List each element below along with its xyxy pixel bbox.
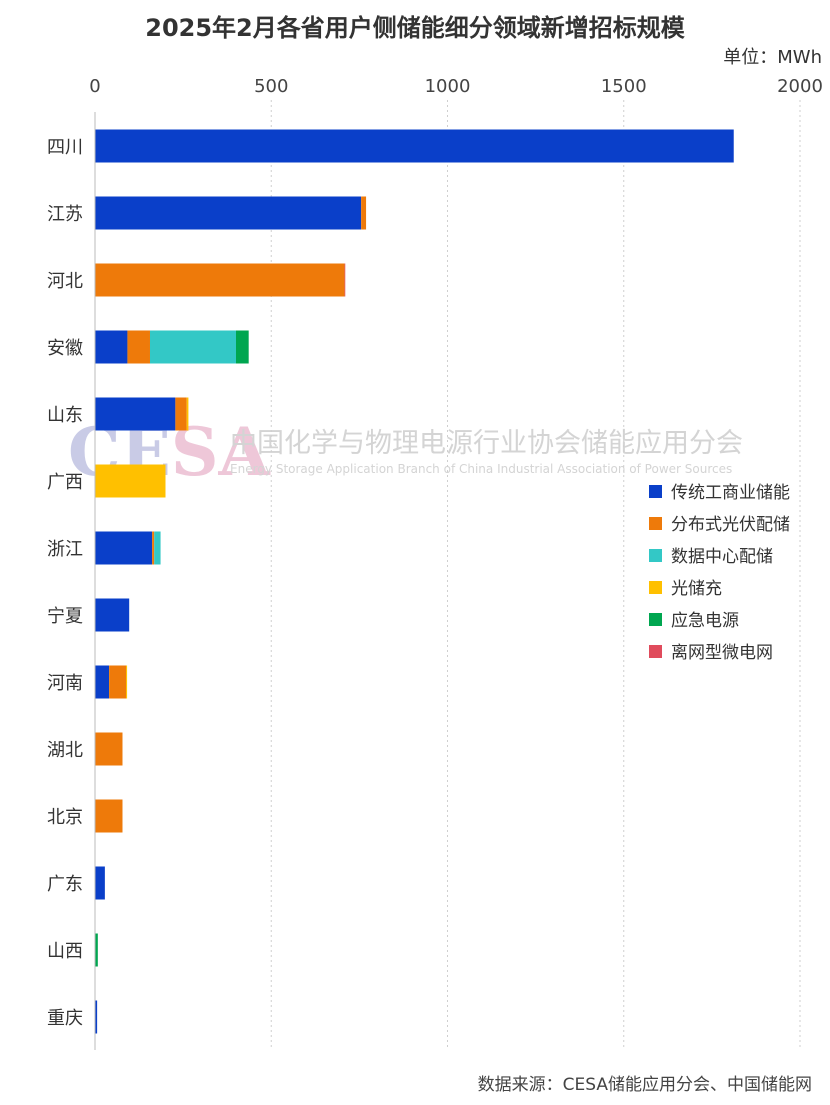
bar-segment — [126, 665, 128, 699]
bar-segment — [95, 799, 123, 833]
legend-swatch — [649, 485, 662, 498]
bar-segment — [175, 397, 187, 431]
legend-swatch — [649, 549, 662, 562]
x-tick-label: 1500 — [601, 76, 647, 97]
bar-segment — [186, 397, 189, 431]
bar-segment — [236, 330, 249, 364]
watermark-cn: 中国化学与物理电源行业协会储能应用分会 — [230, 428, 743, 459]
unit-label: 单位：MWh — [723, 47, 822, 68]
x-tick-label: 1000 — [425, 76, 471, 97]
bar-segment — [95, 866, 105, 900]
legend-label: 分布式光伏配储 — [671, 515, 790, 535]
category-label: 山西 — [47, 941, 83, 962]
bar-segment — [95, 397, 176, 431]
category-label: 江苏 — [47, 204, 83, 225]
legend-label: 数据中心配储 — [671, 547, 773, 567]
bar-segment — [95, 732, 123, 766]
bar-segment — [95, 464, 166, 498]
bar-segment — [109, 665, 127, 699]
legend-swatch — [649, 645, 662, 658]
bar-segment — [95, 933, 98, 967]
legend-label: 光储充 — [671, 579, 722, 599]
bar-segment — [95, 129, 734, 163]
x-tick-label: 500 — [254, 76, 288, 97]
bar-segment — [361, 196, 367, 230]
source-note: 数据来源：CESA储能应用分会、中国储能网 — [478, 1075, 812, 1095]
legend-swatch — [649, 613, 662, 626]
bar-segment — [95, 665, 110, 699]
category-label: 广西 — [47, 472, 83, 493]
legend-swatch — [649, 581, 662, 594]
category-label: 安徽 — [47, 338, 83, 359]
bar-segment — [95, 598, 130, 632]
bar-segment — [95, 330, 128, 364]
legend-label: 应急电源 — [671, 611, 739, 631]
category-label: 河南 — [47, 673, 83, 694]
category-label: 河北 — [47, 271, 83, 292]
bar-segment — [149, 330, 236, 364]
bar-segment — [344, 263, 346, 297]
bar-segment — [95, 196, 362, 230]
bar-segment — [154, 531, 161, 565]
chart-title: 2025年2月各省用户侧储能细分领域新增招标规模 — [145, 14, 685, 42]
legend-label: 离网型微电网 — [671, 643, 773, 663]
category-label: 湖北 — [47, 740, 83, 761]
watermark-en: Energy Storage Application Branch of Chi… — [230, 462, 732, 476]
category-label: 山东 — [47, 405, 83, 426]
x-tick-label: 2000 — [777, 76, 823, 97]
category-label: 浙江 — [47, 539, 83, 560]
grid-lines — [270, 100, 801, 1050]
bar-segment — [95, 263, 345, 297]
legend-label: 传统工商业储能 — [671, 483, 790, 503]
bar-segment — [95, 531, 153, 565]
bar-segment — [152, 531, 155, 565]
category-label: 四川 — [47, 137, 83, 158]
category-label: 宁夏 — [47, 606, 83, 627]
legend-swatch — [649, 517, 662, 530]
category-label: 重庆 — [47, 1008, 83, 1029]
category-label: 广东 — [47, 874, 83, 895]
x-axis-ticks: 0 500 1000 1500 2000 — [89, 76, 823, 97]
bar-segment — [127, 330, 150, 364]
category-label: 北京 — [47, 807, 83, 828]
bars — [95, 129, 734, 1034]
x-tick-label: 0 — [89, 76, 100, 97]
bar-segment — [95, 1000, 98, 1034]
